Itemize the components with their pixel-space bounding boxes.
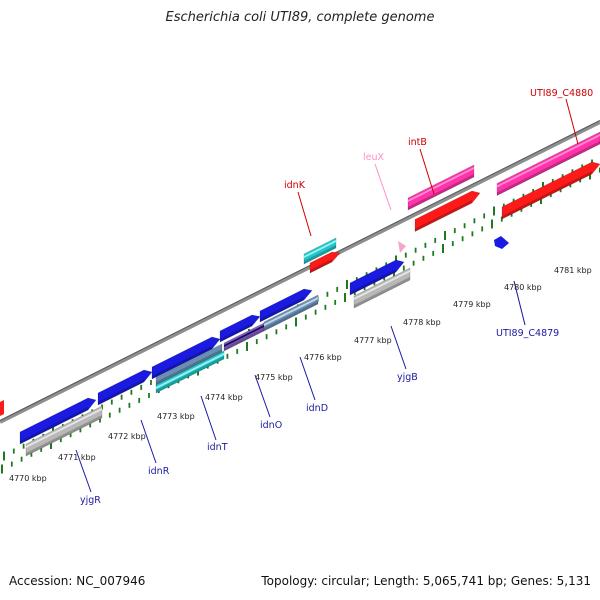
gene-labels: idnK leuX intB UTI89_C4880 yjgR idnR idnT idnO i… (80, 88, 593, 506)
feature-tracks (0, 131, 600, 457)
feature-cds-3-shade (152, 346, 212, 379)
gene-label-UTI89_C4880: UTI89_C4880 (530, 88, 593, 99)
gene-label-UTI89_C4879: UTI89_C4879 (496, 328, 559, 339)
kbp-label: 4779 kbp (453, 300, 491, 309)
feature-UTI89_C4880-rna-highlight (497, 134, 600, 188)
feature-red-cds-1 (414, 190, 481, 232)
feature-idnO-shade (224, 328, 264, 351)
feature-leuX (398, 241, 406, 253)
feature-cds-5-shade (260, 297, 304, 322)
gene-label-idnO: idnO (260, 420, 282, 431)
feature-yjgR-shade (26, 415, 102, 456)
callout-line-UTI89_C4880 (565, 98, 579, 145)
kbp-label: 4771 kbp (58, 453, 96, 462)
feature-yjgB-shade (354, 277, 410, 308)
kbp-label: 4777 kbp (354, 336, 392, 345)
callout-line-idnK (297, 191, 312, 237)
feature-idnK-red (309, 251, 341, 274)
gene-label-idnD: idnD (306, 403, 328, 414)
feature-edge-red (0, 400, 4, 416)
feature-cds-2 (97, 369, 153, 406)
callout-line-idnR (140, 419, 157, 464)
gene-label-yjgB: yjgB (397, 372, 418, 383)
feature-small-blue (494, 236, 509, 249)
gene-label-intB: intB (408, 137, 427, 148)
kbp-label: 4773 kbp (157, 412, 195, 421)
kbp-label: 4776 kbp (304, 353, 342, 362)
callout-line-yjgR (75, 449, 92, 493)
gene-label-idnR: idnR (148, 466, 170, 477)
feature-idnT-highlight (156, 353, 224, 389)
feature-intB-rna-shade (408, 174, 474, 210)
feature-cds-1-shade (20, 407, 88, 444)
callout-line-intB (419, 148, 435, 195)
callout-lines (75, 98, 579, 493)
feature-red-cds-2-shade (502, 171, 592, 219)
gene-label-leuX: leuX (363, 152, 385, 163)
feature-idnD-highlight (264, 297, 318, 326)
position-labels: 4770 kbp 4771 kbp 4772 kbp 4773 kbp 4774 kbp… (9, 266, 592, 483)
callout-line-idnT (200, 395, 217, 441)
backbone-line (0, 120, 600, 424)
feature-idnK-shade (304, 245, 336, 264)
gene-label-idnK: idnK (284, 180, 306, 191)
genome-summary-text: Topology: circular; Length: 5,065,741 bp… (261, 574, 591, 588)
callout-line-UTI89_C4879 (513, 280, 526, 326)
feature-red-cds-2 (501, 161, 600, 220)
callout-line-idnD (299, 356, 316, 401)
feature-cds-5 (259, 288, 313, 323)
feature-yjgB-cds-shade (350, 269, 396, 295)
feature-cds-1 (19, 397, 97, 445)
feature-idnK-highlight (304, 240, 336, 258)
feature-cds-2-shade (98, 379, 144, 405)
feature-yjgB-highlight (354, 270, 410, 300)
kbp-label: 4774 kbp (205, 393, 243, 402)
kbp-label: 4780 kbp (504, 283, 542, 292)
feature-idnO-highlight (224, 325, 264, 347)
backbone-line-shade (0, 120, 600, 421)
kbp-label: 4770 kbp (9, 474, 47, 483)
feature-idnD-shade (264, 301, 318, 331)
backbone-track (0, 120, 600, 424)
kbp-label: 4775 kbp (255, 373, 293, 382)
feature-yjgB-cds (349, 259, 405, 296)
map-title: Escherichia coli UTI89, complete genome (165, 10, 435, 25)
gene-label-idnT: idnT (207, 442, 228, 453)
kbp-label: 4772 kbp (108, 432, 146, 441)
feature-cds-4 (219, 314, 261, 343)
feature-intB-rna-highlight (408, 167, 474, 202)
feature-UTI89_C4880-rna-shade (497, 141, 600, 196)
callout-line-yjgB (390, 325, 407, 370)
feature-yjgR-highlight (26, 408, 102, 448)
callout-line-leuX (374, 163, 392, 211)
kbp-label: 4781 kbp (554, 266, 592, 275)
accession-text: Accession: NC_007946 (9, 574, 146, 588)
gene-label-yjgR: yjgR (80, 495, 101, 506)
kbp-label: 4778 kbp (403, 318, 441, 327)
feature-idnK-red-shade (310, 259, 332, 273)
callout-line-idnO (254, 374, 271, 418)
feature-red-cds-1-shade (415, 200, 472, 232)
feature-cds-3 (151, 336, 221, 380)
feature-idnT-shade (156, 356, 224, 393)
feature-cds-4-shade (220, 323, 252, 342)
feature-idnR-steel-shade (156, 349, 222, 385)
